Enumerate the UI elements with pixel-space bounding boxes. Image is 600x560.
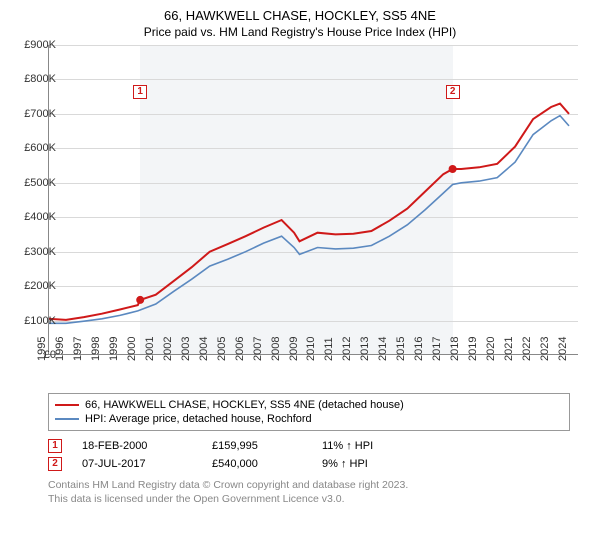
y-tick-label: £900K [24, 39, 56, 51]
y-axis-line [48, 45, 49, 355]
legend-label: HPI: Average price, detached house, Roch… [85, 413, 312, 425]
legend-swatch [55, 418, 79, 420]
sale-marker-box: 2 [48, 457, 62, 471]
y-tick-label: £500K [24, 177, 56, 189]
y-tick-label: £700K [24, 108, 56, 120]
line-chart-svg [48, 45, 578, 355]
legend-item: 66, HAWKWELL CHASE, HOCKLEY, SS5 4NE (de… [55, 398, 563, 412]
sale-marker-box: 1 [133, 85, 147, 99]
sale-row: 1 18-FEB-2000 £159,995 11% ↑ HPI [48, 437, 570, 455]
y-tick-label: £400K [24, 211, 56, 223]
sale-date: 07-JUL-2017 [82, 458, 192, 470]
sale-delta: 9% ↑ HPI [322, 458, 422, 470]
series-hpi [48, 116, 569, 324]
y-tick-label: £300K [24, 246, 56, 258]
chart-subtitle: Price paid vs. HM Land Registry's House … [0, 23, 600, 45]
y-tick-label: £800K [24, 73, 56, 85]
sale-price: £159,995 [212, 440, 302, 452]
plot-area: 12 [48, 45, 578, 355]
sale-marker-box: 2 [446, 85, 460, 99]
footnote-line: Contains HM Land Registry data © Crown c… [48, 479, 570, 493]
footnote-line: This data is licensed under the Open Gov… [48, 493, 570, 507]
legend-swatch [55, 404, 79, 406]
y-tick-label: £200K [24, 280, 56, 292]
sale-date: 18-FEB-2000 [82, 440, 192, 452]
legend: 66, HAWKWELL CHASE, HOCKLEY, SS5 4NE (de… [48, 393, 570, 431]
chart-title: 66, HAWKWELL CHASE, HOCKLEY, SS5 4NE [0, 0, 600, 23]
chart-area: 12 £0£100K£200K£300K£400K£500K£600K£700K… [40, 45, 600, 385]
sale-marker-dot [136, 296, 144, 304]
y-tick-label: £600K [24, 142, 56, 154]
sale-marker-box: 1 [48, 439, 62, 453]
series-property [48, 104, 569, 320]
sales-table: 1 18-FEB-2000 £159,995 11% ↑ HPI 2 07-JUL-201… [48, 437, 570, 473]
sale-marker-dot [449, 165, 457, 173]
footnote: Contains HM Land Registry data © Crown c… [48, 479, 570, 506]
y-tick-label: £100K [24, 315, 56, 327]
legend-label: 66, HAWKWELL CHASE, HOCKLEY, SS5 4NE (de… [85, 399, 404, 411]
x-tick-label: 2024 [557, 337, 585, 361]
sale-price: £540,000 [212, 458, 302, 470]
sale-delta: 11% ↑ HPI [322, 440, 422, 452]
legend-item: HPI: Average price, detached house, Roch… [55, 412, 563, 426]
sale-row: 2 07-JUL-2017 £540,000 9% ↑ HPI [48, 455, 570, 473]
